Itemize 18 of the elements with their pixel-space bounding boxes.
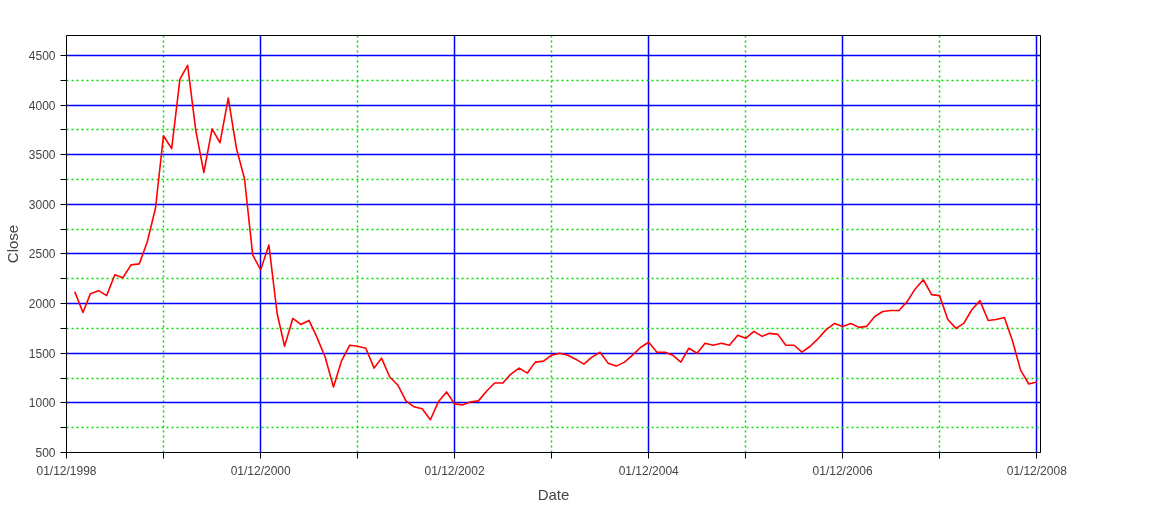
y-tick-label: 1500 xyxy=(28,346,56,361)
y-tick-label: 3000 xyxy=(28,197,56,212)
x-axis-title: Date xyxy=(537,485,570,503)
x-tick-label: 01/12/1998 xyxy=(36,463,97,478)
y-tick-label: 500 xyxy=(35,446,56,460)
x-tick-label: 01/12/2002 xyxy=(424,463,485,478)
y-tick-label: 4500 xyxy=(28,48,56,63)
x-tick-label: 01/12/2000 xyxy=(230,463,292,478)
y-tick-label: 2000 xyxy=(28,297,56,312)
y-tick-label: 1000 xyxy=(28,396,56,411)
y-tick-label: 4000 xyxy=(28,98,56,113)
y-axis-title: Close xyxy=(3,224,21,264)
line-series xyxy=(73,64,1038,421)
y-tick-label: 3500 xyxy=(28,148,56,163)
x-tick-label: 01/12/2008 xyxy=(1006,463,1068,478)
y-tick-label: 2500 xyxy=(28,247,56,262)
x-tick-label: 01/12/2004 xyxy=(618,463,680,478)
x-tick-label: 01/12/2006 xyxy=(812,463,873,478)
